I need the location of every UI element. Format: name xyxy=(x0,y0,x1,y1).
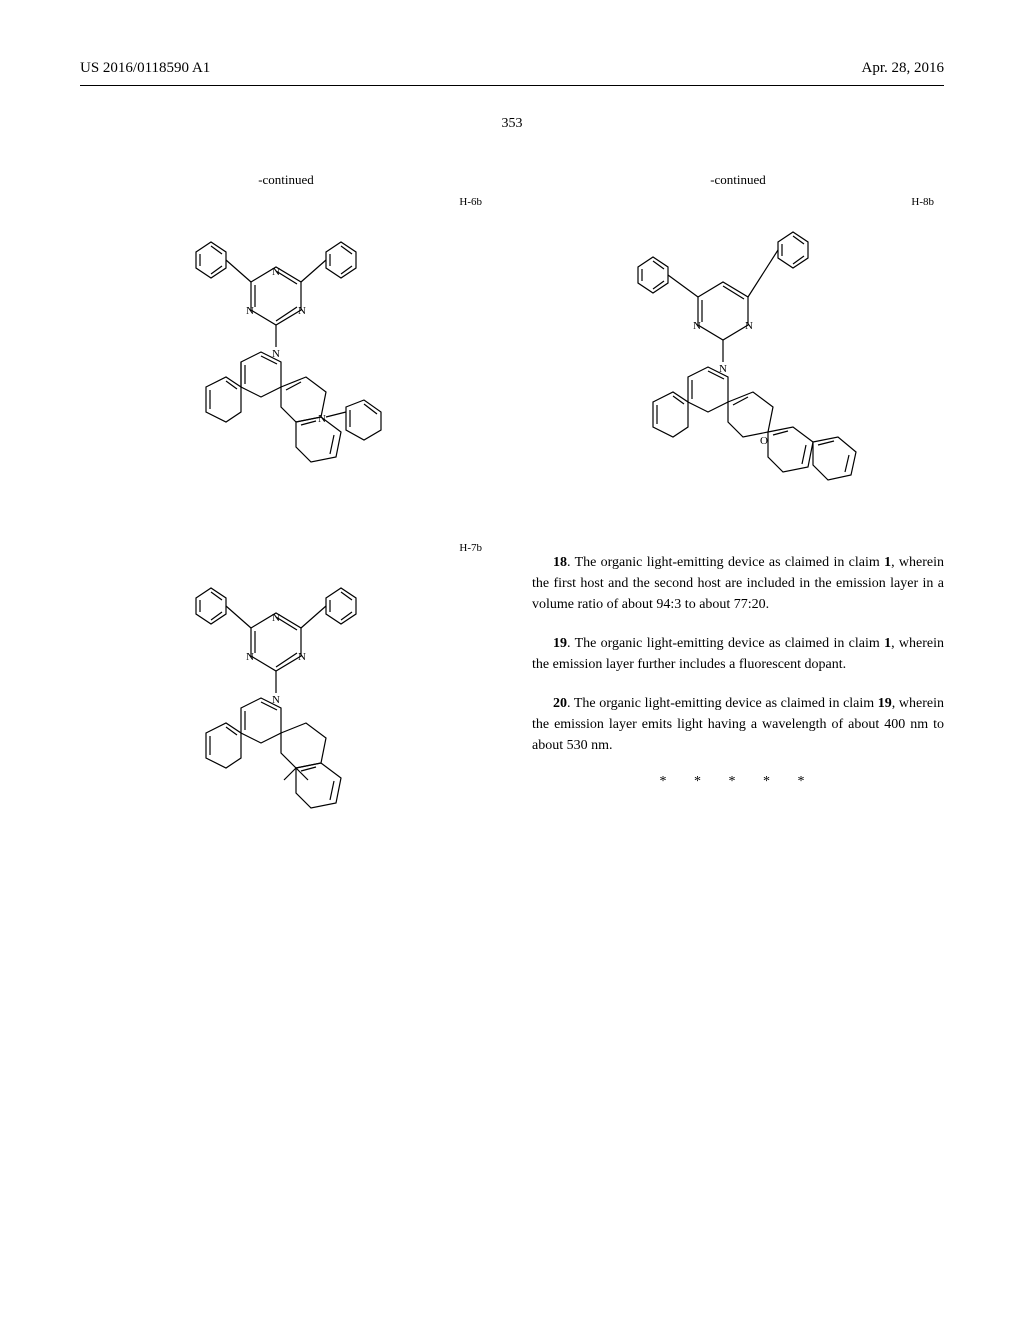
chem-structure-h6b: N N N N xyxy=(80,212,492,522)
svg-text:O: O xyxy=(760,435,768,447)
page-number: 353 xyxy=(80,116,944,132)
header-rule xyxy=(80,85,944,86)
patent-number: US 2016/0118590 A1 xyxy=(80,60,210,77)
claims-section: 18. The organic light-emitting device as… xyxy=(532,552,944,790)
svg-text:N: N xyxy=(745,320,753,332)
claim-20-ref: 19 xyxy=(878,696,892,711)
svg-text:N: N xyxy=(246,305,254,317)
structure-label-h7b: H-7b xyxy=(80,542,492,554)
svg-text:N: N xyxy=(318,413,326,425)
svg-text:N: N xyxy=(298,651,306,663)
continued-label-left: -continued xyxy=(80,172,492,188)
claim-number-18: 18 xyxy=(553,555,567,570)
publication-date: Apr. 28, 2016 xyxy=(862,60,945,77)
svg-text:N: N xyxy=(693,320,701,332)
continued-label-right: -continued xyxy=(532,172,944,188)
svg-text:N: N xyxy=(272,612,280,624)
svg-text:N: N xyxy=(272,266,280,278)
end-marks: * * * * * xyxy=(532,774,944,790)
right-column: -continued H-8b xyxy=(532,172,944,878)
structure-label-h8b: H-8b xyxy=(532,196,944,208)
svg-text:N: N xyxy=(246,651,254,663)
content-columns: -continued H-6b xyxy=(80,172,944,878)
claim-20-text-before: . The organic light-emitting device as c… xyxy=(567,696,878,711)
svg-text:N: N xyxy=(298,305,306,317)
page-header: US 2016/0118590 A1 Apr. 28, 2016 xyxy=(80,60,944,77)
claim-18: 18. The organic light-emitting device as… xyxy=(532,552,944,615)
chem-structure-h8b: N N N xyxy=(532,212,944,522)
claim-number-20: 20 xyxy=(553,696,567,711)
claim-20: 20. The organic light-emitting device as… xyxy=(532,693,944,756)
claim-19: 19. The organic light-emitting device as… xyxy=(532,633,944,675)
structure-label-h6b: H-6b xyxy=(80,196,492,208)
claim-18-text-before: . The organic light-emitting device as c… xyxy=(567,555,884,570)
claim-number-19: 19 xyxy=(553,636,567,651)
left-column: -continued H-6b xyxy=(80,172,492,878)
claim-19-text-before: . The organic light-emitting device as c… xyxy=(567,636,884,651)
chem-structure-h7b: N N N N xyxy=(80,558,492,858)
